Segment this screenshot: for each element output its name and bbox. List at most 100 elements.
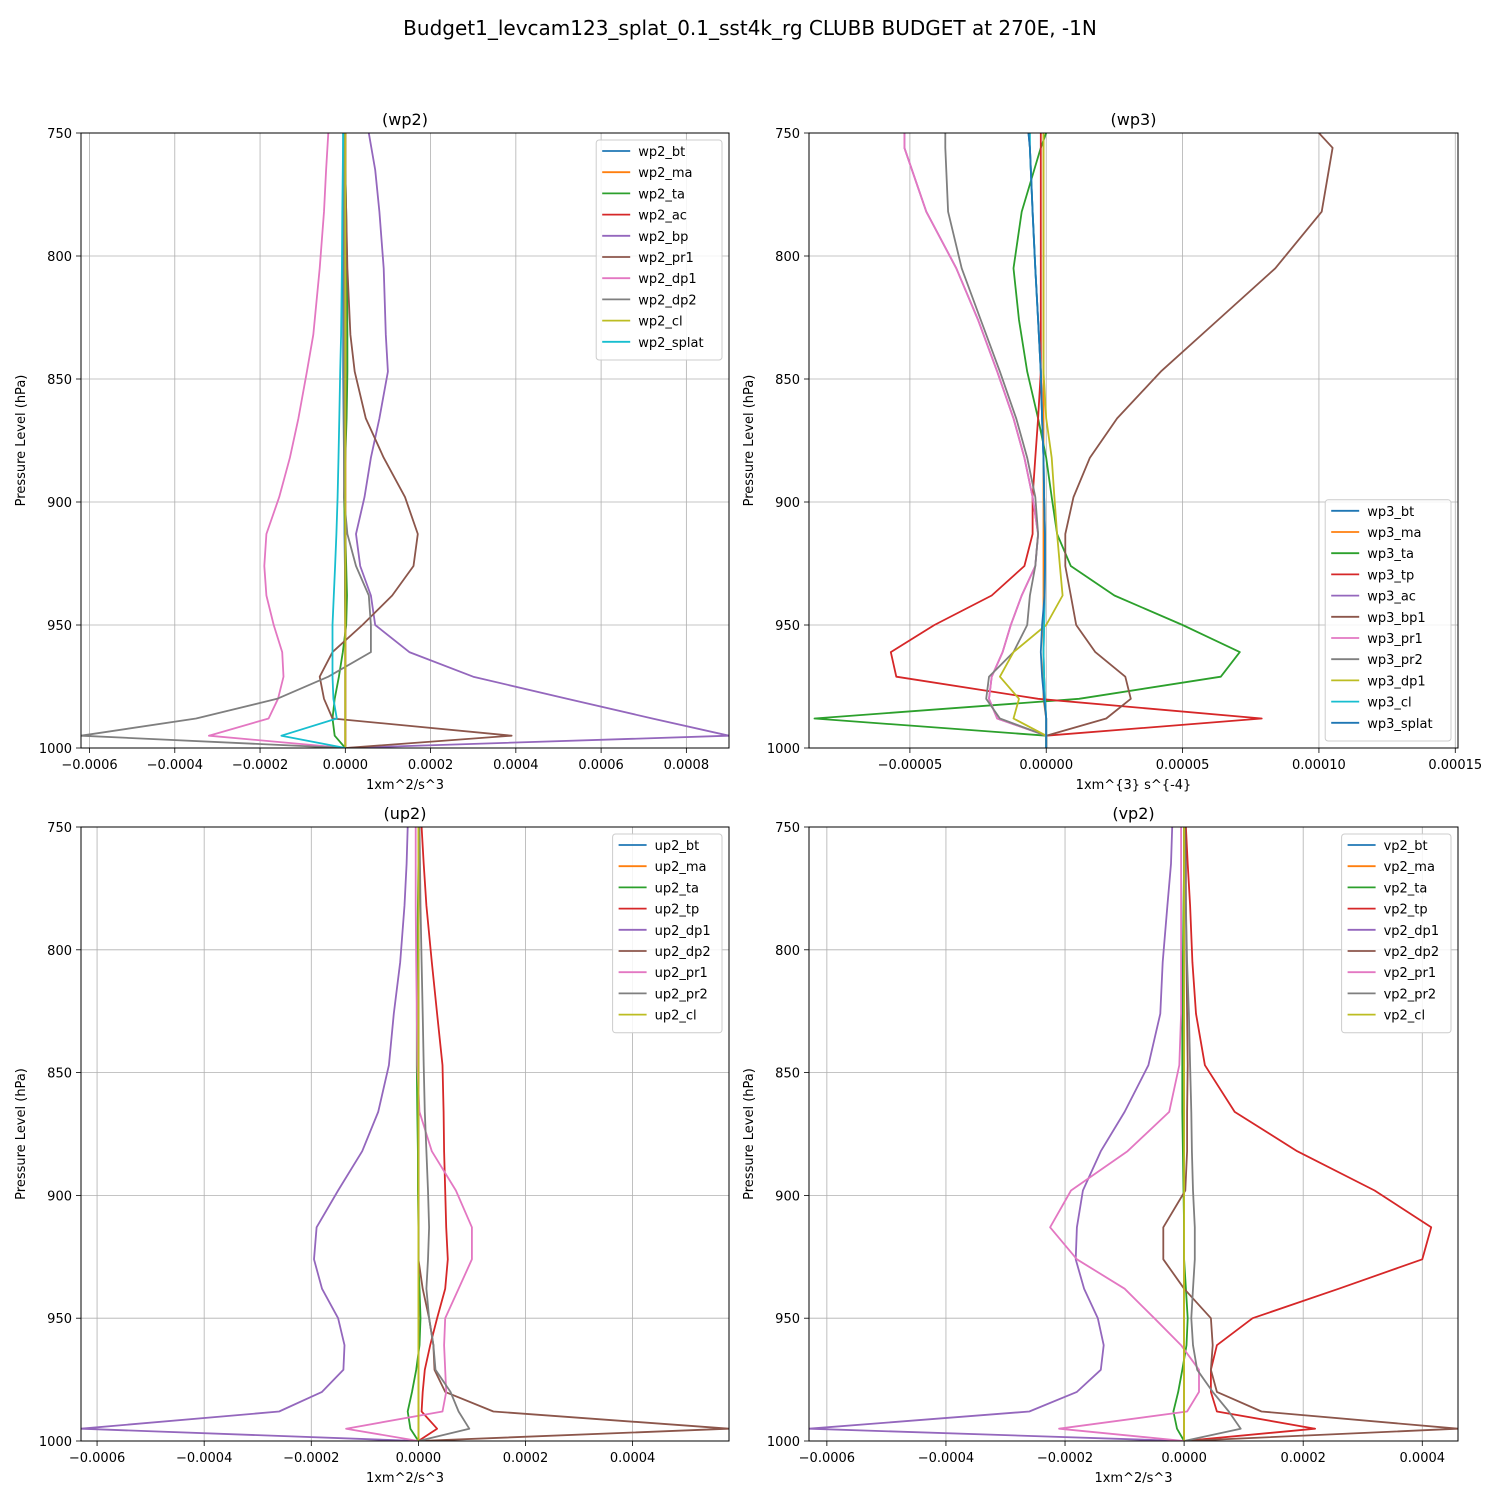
legend-label: up2_ma (655, 860, 707, 875)
x-tick-label: 0.0006 (578, 758, 624, 773)
legend-label: vp2_pr2 (1384, 987, 1437, 1002)
series-line-wp3_ac (903, 133, 1048, 748)
x-tick-label: 0.00000 (1019, 758, 1073, 773)
legend-label: wp3_bp1 (1367, 611, 1425, 626)
legend-label: wp2_ma (638, 166, 692, 181)
legend-label: wp3_cl (1367, 696, 1411, 711)
legend-label: wp3_ta (1367, 547, 1414, 562)
series-line-up2_dp1 (81, 827, 419, 1441)
y-tick-label: 850 (47, 1067, 72, 1082)
x-axis-label: 1xm^2/s^3 (1094, 1471, 1172, 1486)
y-tick-label: 750 (47, 127, 72, 142)
panel-2: −0.0006 −0.0004 −0.0002 0.0000 0.0002 0.0004 7… (14, 804, 730, 1486)
legend-box (612, 833, 723, 1034)
x-tick-label: 0.00015 (1428, 758, 1482, 773)
axes-frame (80, 826, 730, 1442)
x-axis-label: 1xm^2/s^3 (366, 778, 444, 793)
y-tick-label: 800 (47, 250, 72, 265)
legend-label: wp3_tp (1367, 568, 1414, 583)
x-tick-label: −0.00005 (878, 758, 943, 773)
y-tick-label: 800 (775, 944, 800, 959)
legend-label: vp2_pr1 (1384, 966, 1437, 981)
legend: up2_bt up2_ma up2_ta up2_tp up2_dp1 up2_dp2up… (612, 833, 723, 1034)
legend-label: vp2_tp (1384, 903, 1428, 918)
legend-label: wp2_cl (638, 315, 682, 330)
legend-label: up2_bt (655, 839, 700, 854)
legend-label: vp2_bt (1384, 839, 1428, 854)
legend-label: vp2_cl (1384, 1009, 1425, 1024)
legend-label: wp3_pr2 (1367, 653, 1423, 668)
x-tick-label: −0.0004 (147, 758, 203, 773)
x-tick-label: 0.00005 (1156, 758, 1210, 773)
series-line-wp2_dp1 (207, 133, 346, 748)
x-tick-label: −0.0004 (176, 1451, 232, 1466)
panel-title: (up2) (384, 804, 427, 823)
x-tick-label: −0.0002 (232, 758, 288, 773)
panel-title: (wp3) (1111, 110, 1157, 129)
legend-label: wp3_dp1 (1367, 674, 1425, 689)
axes-frame (808, 132, 1459, 749)
legend-label: wp2_pr1 (638, 251, 694, 266)
legend-box (595, 139, 723, 361)
panel-0: −0.0006 −0.0004 −0.0002 0.0000 0.0002 0.0004 0… (14, 110, 730, 793)
x-tick-label: 0.0000 (1161, 1451, 1207, 1466)
legend: wp2_bt wp2_ma wp2_ta wp2_ac wp2_bp wp2_pr1 wp2… (595, 139, 723, 361)
legend-label: up2_pr2 (655, 987, 708, 1002)
y-tick-label: 900 (775, 496, 800, 511)
legend-label: vp2_ta (1384, 881, 1428, 896)
legend-label: vp2_ma (1384, 860, 1435, 875)
series-line-wp2_splat (280, 133, 346, 748)
series-line-wp3_tp (889, 133, 1263, 748)
series-line-wp3_ta (813, 133, 1241, 748)
y-tick-label: 750 (775, 127, 800, 142)
axes-frame (808, 826, 1459, 1442)
x-tick-label: 0.0004 (610, 1451, 656, 1466)
series-group (813, 133, 1334, 748)
y-tick-label: 1000 (767, 742, 800, 757)
series-group (809, 827, 1458, 1441)
legend-label: wp2_ta (638, 187, 685, 202)
y-tick-label: 1000 (767, 1435, 800, 1450)
series-line-wp3_dp1 (999, 133, 1064, 748)
y-tick-label: 850 (47, 373, 72, 388)
x-tick-label: −0.0004 (918, 1451, 974, 1466)
x-tick-label: 0.0002 (408, 758, 454, 773)
x-axis-label: 1xm^{3} s^{-4} (1076, 778, 1192, 793)
y-tick-label: 1000 (39, 1435, 72, 1450)
y-tick-label: 850 (775, 1067, 800, 1082)
series-line-wp2_bp (345, 133, 729, 748)
series-line-up2_pr1 (345, 827, 473, 1441)
series-line-wp2_pr1 (318, 133, 513, 748)
x-tick-label: 0.0002 (1280, 1451, 1326, 1466)
axes-frame (80, 132, 730, 749)
y-tick-label: 750 (775, 821, 800, 836)
series-line-wp3_splat (1027, 133, 1048, 748)
series-group (81, 133, 729, 748)
y-axis-label: Pressure Level (hPa) (742, 375, 757, 507)
y-tick-label: 900 (775, 1189, 800, 1204)
y-axis-label: Pressure Level (hPa) (14, 375, 29, 507)
legend-label: up2_ta (655, 881, 699, 896)
legend-label: wp2_bt (638, 145, 685, 160)
legend-label: up2_dp1 (655, 924, 711, 939)
y-tick-label: 950 (47, 619, 72, 634)
legend-label: wp3_ma (1367, 526, 1421, 541)
x-tick-label: 0.0002 (503, 1451, 549, 1466)
series-line-wp3_pr1 (903, 133, 1048, 748)
x-tick-label: −0.0006 (799, 1451, 855, 1466)
figure-title: Budget1_levcam123_splat_0.1_sst4k_rg CLU… (403, 16, 1097, 40)
series-line-up2_tp (417, 827, 449, 1441)
legend-label: up2_cl (655, 1009, 697, 1024)
y-tick-label: 1000 (39, 742, 72, 757)
y-tick-label: 850 (775, 373, 800, 388)
legend-label: vp2_dp1 (1384, 924, 1440, 939)
series-line-wp2_dp2 (81, 133, 372, 748)
y-tick-label: 900 (47, 1189, 72, 1204)
y-axis-label: Pressure Level (hPa) (742, 1068, 757, 1200)
x-tick-label: 0.0004 (1400, 1451, 1446, 1466)
legend-label: wp2_bp (638, 230, 688, 245)
legend-label: wp3_pr1 (1367, 632, 1423, 647)
panel-3: −0.0006 −0.0004 −0.0002 0.0000 0.0002 0.0004 7… (742, 804, 1459, 1486)
x-tick-label: −0.0006 (69, 1451, 125, 1466)
